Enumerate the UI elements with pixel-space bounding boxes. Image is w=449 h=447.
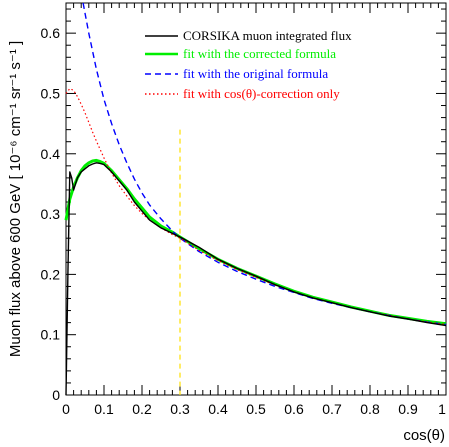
y-tick-label: 0.3 (41, 206, 61, 222)
legend: CORSIKA muon integrated flux fit with the… (145, 28, 352, 101)
x-tick-label: 0.6 (284, 401, 304, 417)
plot-border (65, 2, 447, 396)
series-line-2 (82, 2, 447, 326)
y-tick-label: 0.1 (41, 327, 61, 343)
legend-label-1: fit with the corrected formula (183, 46, 336, 61)
x-tick-label: 0.2 (132, 401, 152, 417)
y-axis-title: Muon flux above 600 GeV [ 10⁻⁶ cm⁻¹ sr⁻¹… (7, 41, 24, 357)
x-tick-label: 0.8 (360, 401, 380, 417)
x-tick-label: 1 (438, 401, 446, 417)
x-axis: 0 0.1 0.2 0.3 0.4 0.5 0.6 0.7 0.8 0.9 1 (62, 3, 447, 417)
y-tick-label: 0 (52, 387, 60, 403)
x-tick-label: 0.1 (94, 401, 114, 417)
y-tick-label: 0.6 (41, 25, 61, 41)
x-tick-label: 0.4 (208, 401, 228, 417)
legend-label-0: CORSIKA muon integrated flux (183, 28, 352, 43)
series-line-0 (65, 162, 447, 396)
legend-label-3: fit with cos(θ)-correction only (183, 86, 340, 101)
x-tick-label: 0.3 (170, 401, 190, 417)
x-tick-label: 0.9 (398, 401, 418, 417)
series-line-3 (65, 87, 447, 325)
plot-frame (65, 2, 447, 396)
x-tick-label: 0.7 (322, 401, 342, 417)
x-tick-label: 0.5 (246, 401, 266, 417)
x-tick-label: 0 (62, 401, 70, 417)
y-tick-label: 0.2 (41, 266, 61, 282)
legend-label-2: fit with the original formula (183, 66, 328, 81)
y-tick-label: 0.4 (41, 146, 61, 162)
y-axis: 0 0.1 0.2 0.3 0.4 0.5 0.6 (41, 8, 446, 403)
series-layer (64, 2, 447, 396)
y-tick-label: 0.5 (41, 85, 61, 101)
x-axis-title: cos(θ) (403, 427, 445, 444)
